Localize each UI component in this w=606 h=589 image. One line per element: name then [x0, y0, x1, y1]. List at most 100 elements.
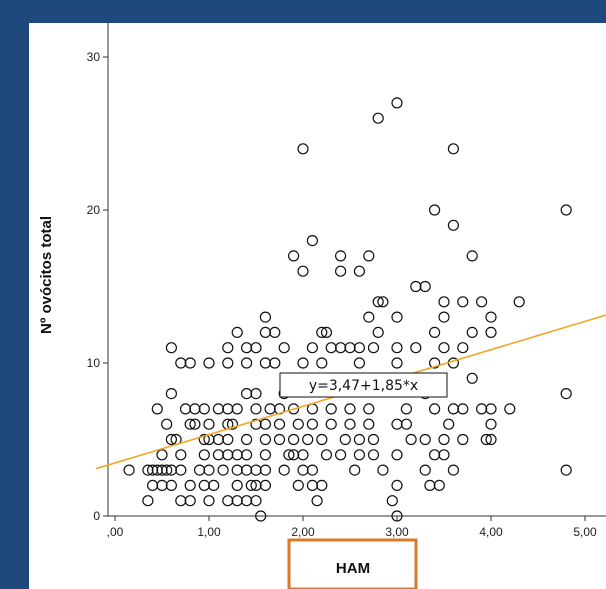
data-point [372, 326, 384, 338]
data-point [363, 418, 375, 430]
data-point [292, 479, 304, 491]
data-point [466, 372, 478, 384]
data-point [429, 357, 441, 369]
scatter-chart: 0 10 20 30 ,00 1,00 2,00 3,00 4,00 5,00 y=3,47+1,… [38, 23, 606, 589]
fit-line-group: y=3,47+1,85*x [95, 314, 606, 470]
data-point [353, 342, 365, 354]
data-point [485, 433, 497, 446]
data-point [335, 449, 347, 461]
data-point [161, 418, 173, 430]
data-point [410, 280, 422, 293]
data-point [335, 265, 347, 277]
data-point [297, 464, 309, 476]
data-point [212, 433, 224, 446]
data-point [161, 464, 173, 476]
data-point [457, 342, 469, 354]
data-point [344, 418, 356, 430]
data-point [273, 418, 286, 430]
data-point [419, 464, 431, 476]
data-point [203, 357, 215, 369]
data-point [377, 464, 389, 476]
y-tick-label: 10 [87, 356, 101, 370]
axis-labels: Nº ovócitos total HAM [38, 216, 418, 589]
data-point [198, 449, 210, 461]
data-point [433, 479, 445, 491]
data-point [179, 403, 192, 415]
data-point [560, 388, 572, 400]
data-point [447, 143, 459, 155]
y-tick-label: 30 [87, 50, 101, 64]
data-point [156, 449, 168, 461]
x-tick-label: 3,00 [385, 525, 409, 539]
data-point [335, 342, 347, 354]
data-point [306, 418, 318, 430]
data-point [363, 403, 375, 415]
data-point [292, 418, 304, 430]
data-point [146, 479, 159, 491]
data-point [203, 495, 215, 507]
data-point [250, 342, 262, 354]
data-point [429, 326, 441, 338]
data-point [241, 495, 253, 507]
data-point [212, 403, 224, 415]
data-point [306, 479, 318, 491]
y-tick-label: 0 [93, 509, 100, 523]
data-point [184, 418, 196, 430]
data-point [259, 418, 271, 430]
data-point [429, 204, 441, 216]
data-point [325, 418, 337, 430]
data-point [259, 357, 271, 369]
data-point [259, 479, 271, 491]
data-point [203, 418, 215, 430]
data-point [222, 403, 234, 415]
data-point [231, 449, 243, 461]
data-point [241, 342, 253, 354]
data-point [283, 449, 295, 461]
data-point [438, 449, 450, 461]
data-point [297, 143, 309, 155]
equation-box [279, 372, 448, 398]
data-point [560, 204, 572, 216]
data-point [363, 311, 375, 323]
data-point [320, 449, 333, 461]
data-point [391, 342, 403, 354]
data-point [391, 311, 403, 323]
data-point [189, 418, 201, 430]
data-point [217, 464, 229, 476]
data-point [363, 250, 375, 262]
data-point [208, 479, 220, 491]
data-point [386, 495, 398, 507]
data-point [212, 449, 224, 461]
data-point [476, 296, 488, 308]
data-point [320, 326, 333, 338]
data-point [400, 418, 412, 430]
data-point [438, 296, 450, 308]
data-point [485, 326, 497, 338]
data-point [447, 219, 459, 231]
data-point [250, 418, 262, 430]
data-point [146, 464, 159, 476]
data-point [175, 449, 187, 461]
data-point [175, 464, 187, 476]
y-tick-label: 20 [87, 203, 101, 217]
data-point [429, 449, 441, 461]
data-point [241, 449, 253, 461]
data-point [288, 250, 300, 262]
data-point [485, 403, 497, 415]
data-point [457, 433, 469, 446]
data-point [241, 388, 253, 400]
data-point [165, 388, 177, 400]
data-point [316, 433, 328, 446]
data-point [302, 433, 314, 446]
data-point [231, 479, 243, 491]
data-point [198, 403, 210, 415]
data-point [457, 296, 469, 308]
data-point [438, 433, 450, 446]
data-point [269, 326, 281, 338]
data-point [259, 449, 271, 461]
data-point [400, 403, 412, 415]
data-point [316, 479, 328, 491]
data-point [391, 418, 403, 430]
data-point [447, 464, 459, 476]
